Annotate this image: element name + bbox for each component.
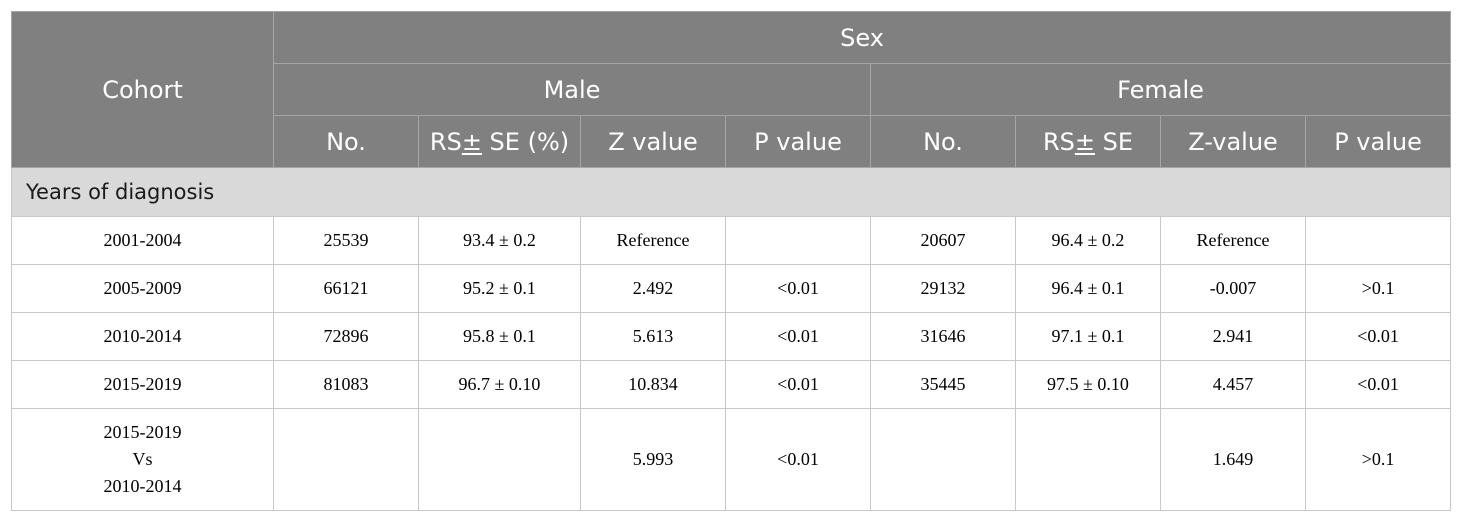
- male-no-cell: [273, 408, 419, 511]
- male-rs-cell: 96.7 ± 0.10: [418, 360, 581, 409]
- survival-table: Cohort Sex Male Female No. RS± SE (%) Z …: [10, 11, 1452, 511]
- cohort-cell: 2010-2014: [11, 312, 274, 361]
- female-z-cell: 4.457: [1160, 360, 1306, 409]
- female-p-cell: [1304, 216, 1452, 265]
- female-header: Female: [869, 63, 1452, 116]
- male-p-cell: <0.01: [725, 312, 871, 361]
- male-rs-cell: 95.2 ± 0.1: [418, 264, 581, 313]
- female-z-cell: 1.649: [1160, 408, 1306, 511]
- male-rs-cell: 95.8 ± 0.1: [418, 312, 581, 361]
- female-no-cell: 31646: [870, 312, 1016, 361]
- male-z-cell: Reference: [580, 216, 726, 265]
- female-rs-cell: 96.4 ± 0.2: [1015, 216, 1161, 265]
- column-header-male-z: Z value: [580, 115, 726, 168]
- sex-header: Sex: [272, 11, 1452, 64]
- female-no-cell: 29132: [870, 264, 1016, 313]
- male-z-cell: 2.492: [580, 264, 726, 313]
- female-p-cell: >0.1: [1304, 264, 1452, 313]
- cohort-header: Cohort: [11, 11, 274, 168]
- comparison-cohort-cell: 2015-2019 Vs 2010-2014: [11, 408, 274, 511]
- column-header-male-no: No.: [273, 115, 419, 168]
- table-row: 2001-2004 25539 93.4 ± 0.2 Reference 206…: [11, 216, 1452, 265]
- female-no-cell: [870, 408, 1016, 511]
- male-rs-cell: [418, 408, 581, 511]
- female-p-cell: >0.1: [1304, 408, 1452, 511]
- female-p-cell: <0.01: [1304, 312, 1452, 361]
- male-z-cell: 5.993: [580, 408, 726, 511]
- cohort-cell: 2015-2019: [11, 360, 274, 409]
- female-rs-cell: 96.4 ± 0.1: [1015, 264, 1161, 313]
- male-no-cell: 81083: [273, 360, 419, 409]
- column-header-male-rs: RS± SE (%): [418, 115, 581, 168]
- male-p-cell: <0.01: [725, 264, 871, 313]
- male-no-cell: 72896: [273, 312, 419, 361]
- female-p-cell: <0.01: [1304, 360, 1452, 409]
- female-z-cell: Reference: [1160, 216, 1306, 265]
- male-p-cell: [725, 216, 871, 265]
- male-header: Male: [273, 63, 871, 116]
- male-no-cell: 66121: [273, 264, 419, 313]
- male-z-cell: 5.613: [580, 312, 726, 361]
- column-header-female-rs: RS± SE: [1015, 115, 1161, 168]
- column-header-female-z: Z-value: [1160, 115, 1306, 168]
- male-z-cell: 10.834: [580, 360, 726, 409]
- table-header: Cohort Sex Male Female No. RS± SE (%) Z …: [11, 11, 1452, 168]
- section-label: Years of diagnosis: [10, 167, 1452, 217]
- column-header-female-p: P value: [1304, 115, 1452, 168]
- female-no-cell: 20607: [870, 216, 1016, 265]
- table-row: 2015-2019 81083 96.7 ± 0.10 10.834 <0.01…: [11, 360, 1452, 409]
- cohort-cell: 2005-2009: [11, 264, 274, 313]
- female-z-cell: -0.007: [1160, 264, 1306, 313]
- column-header-female-no: No.: [870, 115, 1016, 168]
- male-p-cell: <0.01: [725, 408, 871, 511]
- cohort-cell: 2001-2004: [11, 216, 274, 265]
- female-no-cell: 35445: [870, 360, 1016, 409]
- male-no-cell: 25539: [273, 216, 419, 265]
- table-row: 2005-2009 66121 95.2 ± 0.1 2.492 <0.01 2…: [11, 264, 1452, 313]
- comparison-vs: Vs: [132, 449, 153, 469]
- comparison-period-a: 2015-2019: [103, 422, 182, 442]
- female-rs-cell: 97.1 ± 0.1: [1015, 312, 1161, 361]
- comparison-period-b: 2010-2014: [103, 476, 182, 496]
- table-body: 2001-2004 25539 93.4 ± 0.2 Reference 206…: [11, 216, 1452, 511]
- female-rs-cell: 97.5 ± 0.10: [1015, 360, 1161, 409]
- female-rs-cell: [1015, 408, 1161, 511]
- female-z-cell: 2.941: [1160, 312, 1306, 361]
- column-header-male-p: P value: [725, 115, 871, 168]
- male-rs-cell: 93.4 ± 0.2: [418, 216, 581, 265]
- comparison-row: 2015-2019 Vs 2010-2014 5.993 <0.01 1.649…: [11, 408, 1452, 511]
- table-row: 2010-2014 72896 95.8 ± 0.1 5.613 <0.01 3…: [11, 312, 1452, 361]
- section-row: Years of diagnosis: [10, 167, 1452, 217]
- male-p-cell: <0.01: [725, 360, 871, 409]
